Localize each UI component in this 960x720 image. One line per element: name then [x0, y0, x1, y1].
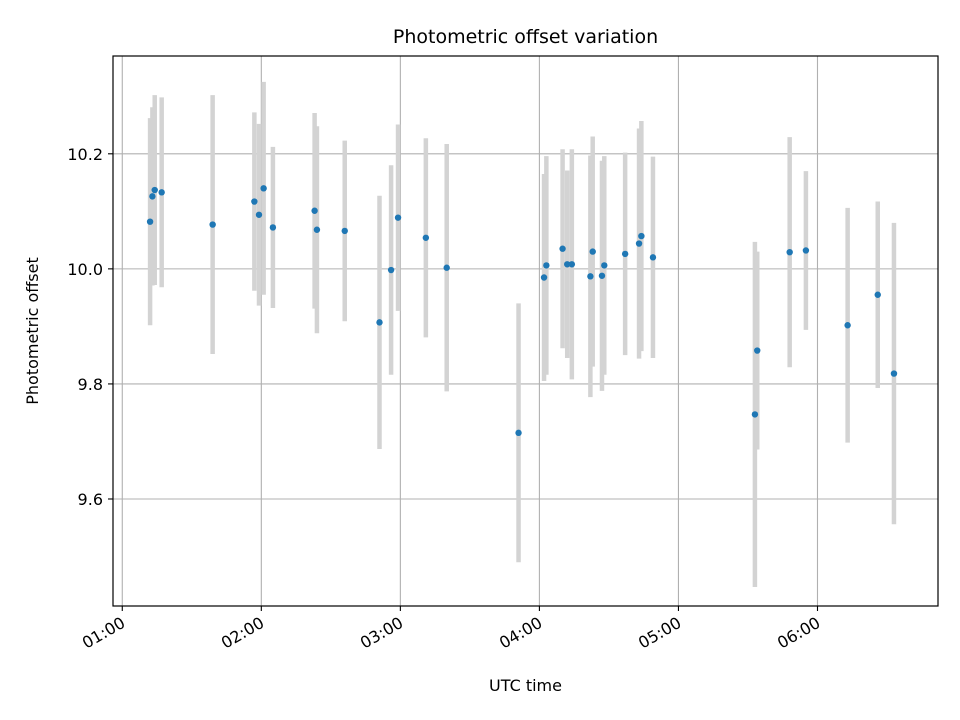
data-point	[890, 370, 898, 377]
data-point	[443, 264, 450, 271]
data-point	[543, 262, 550, 269]
y-axis-label: Photometric offset	[23, 257, 42, 405]
data-point	[751, 411, 759, 418]
data-point	[341, 227, 348, 235]
y-tick-label: 9.6	[78, 490, 103, 509]
data-point	[146, 218, 154, 225]
y-tick-label: 10.2	[67, 145, 103, 164]
data-point	[786, 248, 793, 256]
data-point	[311, 207, 318, 214]
data-point	[255, 211, 263, 218]
data-point	[564, 261, 571, 268]
data-point	[149, 193, 156, 200]
data-point	[621, 250, 629, 258]
data-point	[260, 185, 267, 192]
data-point	[587, 273, 594, 280]
data-point	[394, 214, 402, 221]
data-point	[376, 319, 383, 326]
data-point	[844, 322, 851, 329]
data-point	[251, 198, 258, 205]
data-point	[874, 291, 881, 298]
data-point	[540, 274, 548, 281]
data-point	[269, 224, 277, 231]
y-tick-label: 9.8	[78, 375, 103, 394]
x-axis-label: UTC time	[489, 676, 562, 695]
data-point	[638, 232, 645, 240]
data-point	[313, 226, 321, 233]
data-point	[422, 234, 430, 241]
y-tick-label: 10.0	[67, 260, 103, 279]
data-point	[649, 254, 657, 261]
data-point	[601, 262, 608, 269]
data-point	[515, 429, 522, 437]
data-point	[209, 221, 216, 228]
data-point	[158, 189, 165, 196]
data-point	[598, 272, 606, 279]
data-point	[589, 248, 596, 255]
data-point	[802, 247, 810, 254]
plot-frame	[112, 55, 939, 607]
data-point	[387, 266, 395, 274]
data-point	[568, 261, 576, 268]
data-point	[559, 245, 566, 252]
data-point	[151, 186, 158, 194]
data-points	[146, 185, 898, 437]
grid	[113, 56, 938, 606]
data-point	[635, 240, 643, 247]
chart-title: Photometric offset variation	[393, 26, 658, 48]
data-point	[754, 347, 761, 354]
